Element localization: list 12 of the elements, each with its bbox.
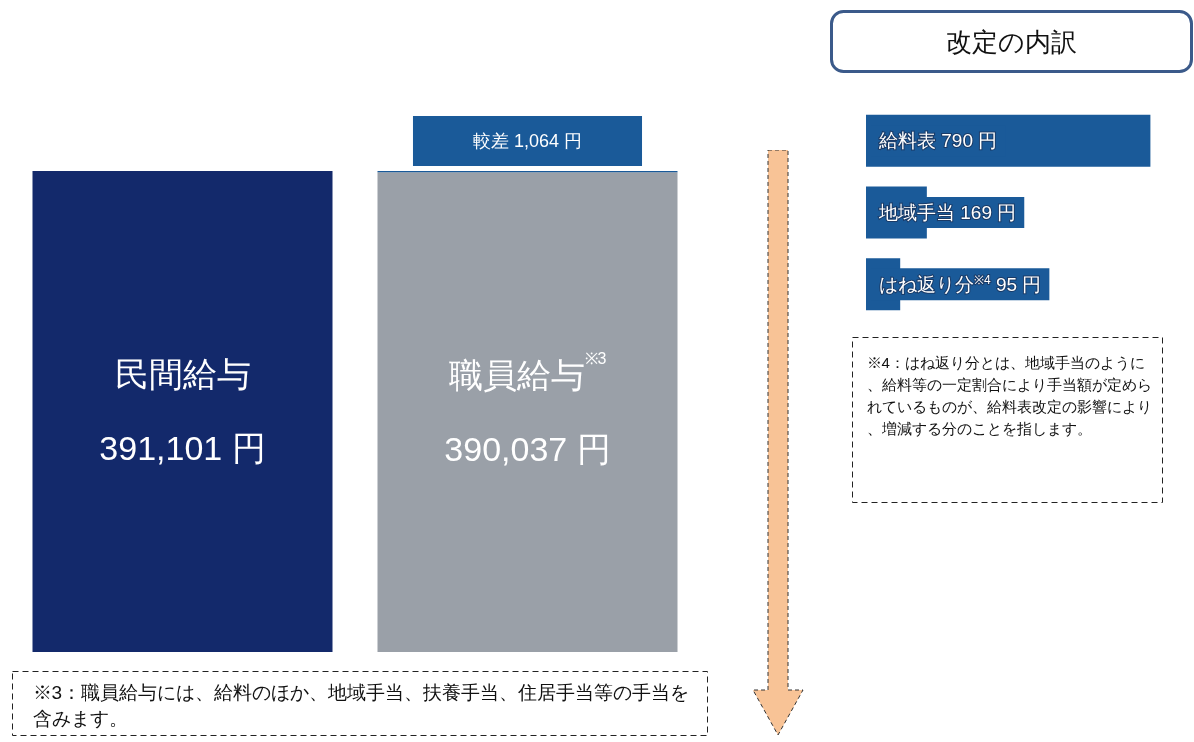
x-tick-label: 民間給与 xyxy=(114,355,251,394)
data-label: 390,037 円 xyxy=(444,430,611,469)
data-label: 較差 1,064 円 xyxy=(472,130,583,151)
category-label: 地域手当 xyxy=(878,202,955,223)
data-label: 95 円 xyxy=(990,273,1042,295)
text: ※4：はね返り分とは、地域手当のように、給料等の一定割合により手当額が定められているものが、給料表改定の影響により、増減する分のことを指します。 xyxy=(866,354,1152,437)
data-label: 790 円 xyxy=(936,130,998,152)
data-label: 391,101 円 xyxy=(99,429,266,468)
text: 改定の内訳 xyxy=(946,26,1077,57)
data-label: 169 円 xyxy=(955,202,1017,223)
text: ※3：職員給与には、給料のほか、地域手当、扶養手当、住居手当等の手当を含みます。 xyxy=(32,682,690,729)
category-label: 給料表 xyxy=(878,130,936,152)
